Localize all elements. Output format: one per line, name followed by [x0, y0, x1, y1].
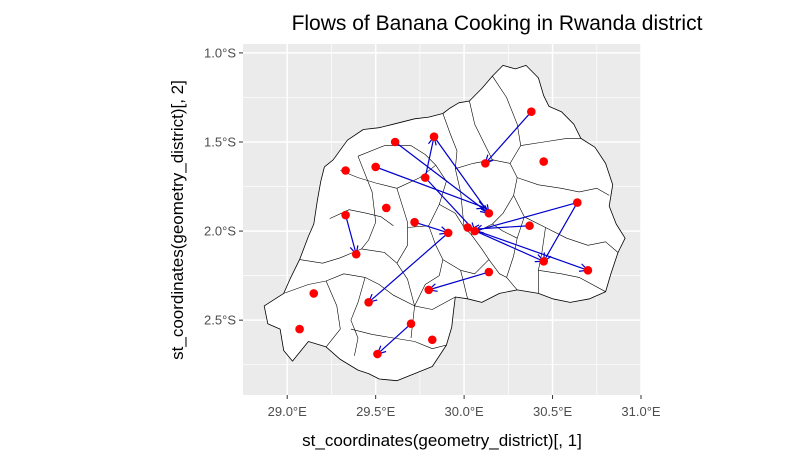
district-point	[443, 228, 453, 238]
district-border	[350, 328, 447, 350]
district-point	[525, 221, 534, 231]
x-tick-label: 29.5°E	[356, 404, 396, 419]
chart-title: Flows of Banana Cooking in Rwanda distri…	[292, 12, 703, 35]
flow-arrowhead	[476, 201, 487, 210]
district-border	[492, 223, 518, 239]
x-axis: 29.0°E 29.5°E 30.0°E 30.5°E 31.0°E	[268, 395, 661, 419]
district-point	[429, 132, 439, 141]
y-tick-label: 1.0°S	[204, 45, 236, 60]
district-border	[414, 225, 444, 307]
x-tick-label: 31.0°E	[621, 404, 661, 419]
district-point	[390, 137, 400, 147]
district-border	[492, 75, 522, 164]
x-tick-label: 29.0°E	[268, 404, 308, 419]
district-point	[406, 319, 416, 329]
flow-shaft	[424, 177, 476, 232]
district-point	[573, 198, 582, 207]
district-point	[539, 257, 549, 266]
district-point	[341, 166, 350, 175]
district-point	[463, 223, 472, 232]
y-tick-label: 2.5°S	[204, 313, 236, 328]
x-axis-title: st_coordinates(geometry_district)[, 1]	[302, 431, 582, 450]
district-point	[424, 285, 434, 295]
district-border	[488, 259, 507, 278]
flow-shaft	[375, 166, 486, 209]
flow-arrows	[345, 111, 590, 355]
flow-shaft	[424, 136, 435, 178]
flow-shaft	[368, 232, 449, 303]
flow-shaft	[474, 201, 578, 232]
district-border	[299, 248, 398, 264]
flow-shaft	[467, 226, 589, 271]
x-tick-label: 30.5°E	[533, 404, 573, 419]
district-border	[442, 259, 490, 275]
district-point	[309, 289, 319, 298]
flow-shaft	[377, 323, 412, 355]
district-point	[410, 217, 419, 227]
flow-shaft	[394, 141, 490, 214]
x-tick-label: 30.0°E	[445, 404, 485, 419]
y-axis-title: st_coordinates(geometry_district)[, 2]	[168, 80, 187, 360]
district-border	[340, 170, 397, 189]
district-point	[364, 298, 373, 307]
district-point	[420, 173, 430, 182]
district-point	[484, 208, 494, 218]
district-border	[520, 138, 581, 146]
district-point	[371, 162, 380, 172]
district-border	[517, 177, 610, 196]
district-border	[538, 270, 606, 292]
flow-shaft	[414, 221, 449, 234]
district-border	[469, 100, 493, 160]
flow-shaft	[467, 226, 544, 262]
district-point	[341, 210, 350, 220]
district-point	[295, 324, 304, 334]
district-border	[357, 156, 377, 250]
district-point	[427, 335, 437, 345]
rwanda-districts-map	[263, 65, 626, 382]
district-border	[350, 277, 366, 356]
district-border	[524, 216, 619, 253]
district-point	[527, 107, 536, 117]
flow-shaft	[484, 111, 532, 164]
district-border	[325, 280, 341, 348]
y-tick-label: 1.5°S	[204, 134, 236, 149]
y-tick-label: 2.0°S	[204, 224, 236, 239]
district-point	[381, 203, 391, 213]
district-point	[583, 265, 593, 275]
y-axis: 1.0°S 1.5°S 2.0°S 2.5°S	[204, 45, 243, 328]
district-point	[373, 349, 382, 359]
flow-shaft	[433, 136, 490, 214]
flow-shaft	[428, 271, 490, 291]
district-border	[506, 195, 525, 291]
district-border	[396, 188, 408, 264]
district-border	[460, 270, 468, 299]
flow-shaft	[471, 225, 530, 230]
district-border	[357, 145, 437, 166]
flow-arrow	[375, 166, 487, 210]
district-point	[351, 249, 361, 259]
country-outline	[263, 65, 626, 382]
district-point	[484, 267, 494, 277]
flow-shaft	[543, 202, 578, 262]
district-point	[539, 157, 549, 166]
district-point	[481, 159, 490, 168]
flow-shaft	[345, 214, 357, 255]
district-point	[470, 226, 480, 236]
district-border	[364, 277, 456, 310]
district-points	[295, 107, 593, 359]
district-border	[442, 113, 465, 228]
